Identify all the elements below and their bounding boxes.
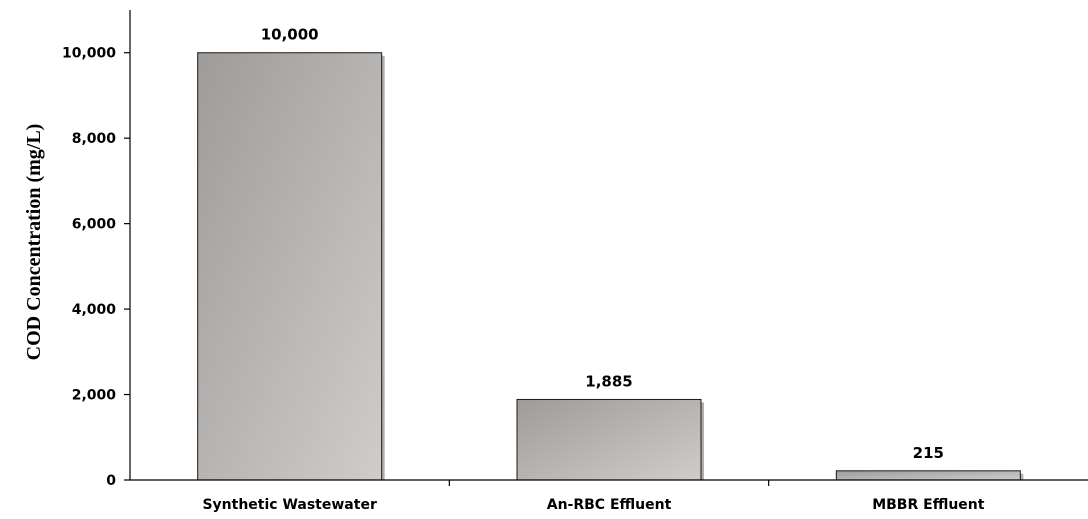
labels: 0 2,000 4,000 6,000 8,000 10,000 10,000 Synthet… [62,26,985,513]
y-tick-label: 10,000 [62,46,116,62]
y-tick-label: 8,000 [72,131,117,147]
x-tick-label: MBBR Effluent [872,497,985,513]
bar [516,398,702,481]
y-tick-label: 4,000 [72,302,117,318]
axes [124,10,1088,486]
y-axis-title: COD Concentration (mg/L) [23,124,45,361]
bar [197,52,383,481]
data-label: 1,885 [585,372,632,390]
data-label: 215 [913,444,944,462]
y-tick-label: 2,000 [72,388,117,404]
y-tick-label: 6,000 [72,217,117,233]
bar [835,470,1021,481]
x-tick-label: An-RBC Effluent [547,497,672,513]
data-label: 10,000 [261,26,319,44]
x-tick-label: Synthetic Wastewater [202,497,376,513]
y-tick-label: 0 [106,473,116,489]
bars [197,52,1021,481]
